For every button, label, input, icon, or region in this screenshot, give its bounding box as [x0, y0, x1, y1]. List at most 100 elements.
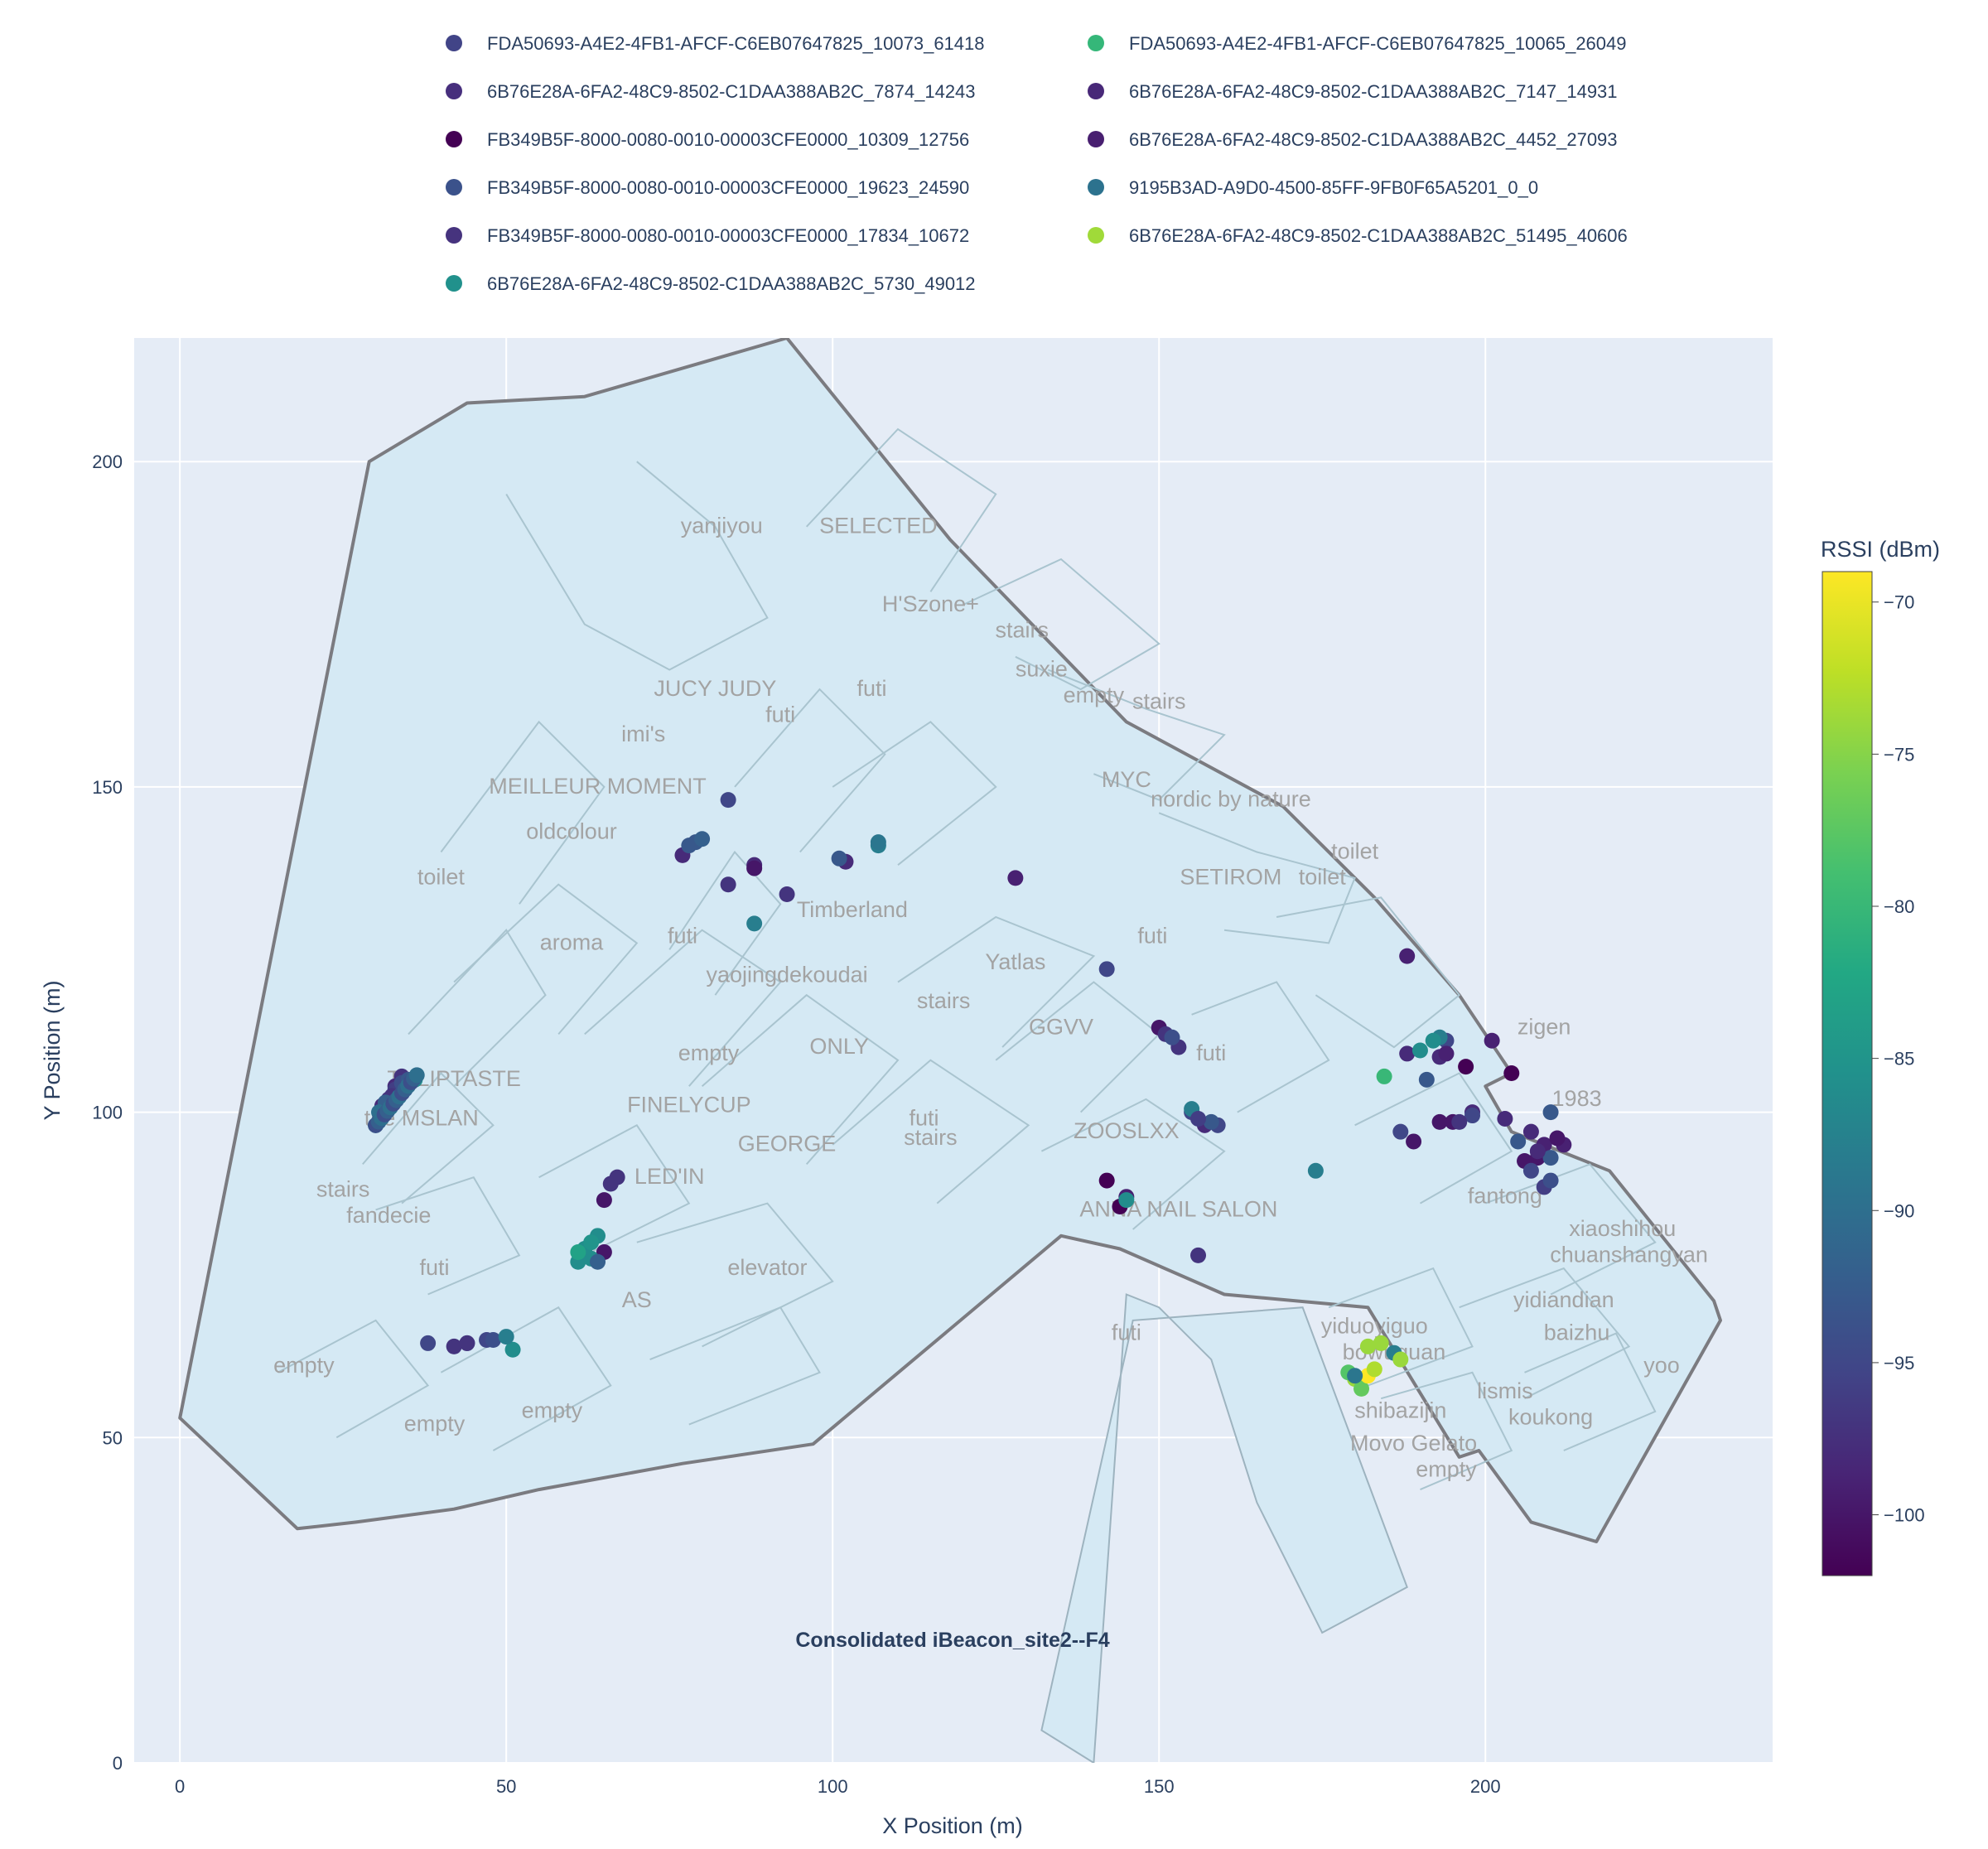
- data-point: [1411, 1042, 1428, 1059]
- colorbar-tick-label: −70: [1884, 592, 1914, 613]
- data-point: [408, 1067, 425, 1084]
- data-point: [420, 1335, 437, 1351]
- floorplan-label: SETIROM: [1180, 865, 1281, 890]
- legend-marker: [1088, 35, 1104, 51]
- data-point: [1451, 1113, 1468, 1130]
- floorplan-label: LED'IN: [635, 1164, 705, 1189]
- data-point: [570, 1243, 586, 1260]
- floorplan-label: imi's: [621, 722, 665, 746]
- data-point: [1359, 1338, 1376, 1354]
- data-point: [1399, 1045, 1416, 1062]
- floorplan-label: koukong: [1508, 1405, 1593, 1430]
- legend-marker: [1088, 179, 1104, 196]
- data-point: [1431, 1113, 1448, 1130]
- data-point: [485, 1331, 501, 1348]
- floorplan-label: aroma: [540, 929, 605, 954]
- data-point: [720, 876, 736, 893]
- data-point: [1425, 1032, 1441, 1049]
- floorplan-label: stairs: [917, 988, 971, 1013]
- floor-plan: [178, 338, 1722, 1763]
- floorplan-label: yanjiyou: [681, 514, 763, 538]
- y-tick-label: 50: [103, 1427, 123, 1448]
- data-point: [1458, 1059, 1474, 1075]
- data-point: [681, 838, 697, 854]
- data-point: [1549, 1130, 1566, 1147]
- floorplan-label: yidiandian: [1513, 1287, 1614, 1312]
- legend-marker: [446, 35, 462, 51]
- data-point: [1438, 1045, 1455, 1062]
- floorplan-label: empty: [1064, 683, 1125, 707]
- floorplan-label: suxie: [1016, 656, 1068, 681]
- y-tick-label: 200: [92, 451, 123, 472]
- data-point: [1503, 1065, 1520, 1081]
- data-point: [1399, 948, 1416, 964]
- floorplan-label: oldcolour: [526, 819, 617, 844]
- floorplan-label: Yatlas: [985, 949, 1045, 974]
- colorbar-gradient: [1822, 571, 1873, 1576]
- legend-label: FB349B5F-8000-0080-0010-00003CFE0000_103…: [487, 129, 969, 150]
- floorplan-label: MEILLEUR MOMENT: [489, 774, 707, 799]
- floorplan-label: toilet: [417, 865, 466, 890]
- floorplan-label: futi: [856, 676, 886, 701]
- data-point: [1376, 1068, 1392, 1084]
- legend-label: FB349B5F-8000-0080-0010-00003CFE0000_178…: [487, 225, 969, 246]
- floorplan-label: FINELYCUP: [627, 1093, 751, 1118]
- floor-outline: [178, 338, 1722, 1543]
- floorplan-label: futi: [668, 923, 697, 948]
- colorbar-tick-label: −90: [1884, 1200, 1914, 1221]
- data-point: [1497, 1110, 1513, 1127]
- floorplan-label: fantong: [1468, 1184, 1542, 1209]
- data-point: [746, 860, 763, 876]
- data-point: [694, 831, 711, 847]
- x-tick-label: 150: [1144, 1776, 1175, 1797]
- floorplan-label: toilet: [1299, 865, 1347, 890]
- floorplan-label: Movo Gelato: [1350, 1431, 1477, 1456]
- floorplan-label: futi: [765, 702, 795, 727]
- data-point: [1190, 1110, 1207, 1127]
- floorplan-label: ANNA NAIL SALON: [1079, 1196, 1277, 1221]
- data-point: [609, 1169, 625, 1185]
- floorplan-label: yoo: [1643, 1353, 1680, 1378]
- legend-label: 6B76E28A-6FA2-48C9-8502-C1DAA388AB2C_514…: [1129, 225, 1628, 246]
- floorplan-label: stairs: [1132, 689, 1186, 714]
- y-tick-label: 0: [113, 1753, 123, 1774]
- x-tick-label: 100: [818, 1776, 848, 1797]
- x-tick-label: 0: [175, 1776, 185, 1797]
- data-point: [1392, 1351, 1409, 1368]
- data-point: [504, 1341, 521, 1358]
- data-point: [1542, 1172, 1559, 1189]
- legend-marker: [446, 83, 462, 99]
- floorplan-label: empty: [678, 1040, 740, 1065]
- floorplan-label: ONLY: [809, 1034, 869, 1059]
- data-point: [1529, 1143, 1546, 1160]
- data-point: [459, 1335, 475, 1351]
- floorplan-label: ZOOSLXX: [1074, 1118, 1180, 1143]
- y-tick-label: 150: [92, 777, 123, 798]
- store-blocks: [277, 427, 1657, 1491]
- legend-label: 6B76E28A-6FA2-48C9-8502-C1DAA388AB2C_714…: [1129, 81, 1618, 102]
- colorbar-tick-label: −100: [1884, 1505, 1925, 1526]
- data-point: [1190, 1247, 1207, 1263]
- floorplan-label: shibazijin: [1354, 1398, 1446, 1423]
- floorplan-label: empty: [404, 1411, 466, 1436]
- data-point: [1464, 1108, 1480, 1124]
- floorplan-label: futi: [1137, 923, 1167, 948]
- floorplan-label: H'Szone+: [882, 591, 979, 616]
- data-point: [1522, 1123, 1539, 1140]
- data-point: [1203, 1113, 1219, 1130]
- floorplan-label: Timberland: [797, 897, 908, 922]
- floorplan-label: nordic by nature: [1151, 786, 1311, 811]
- legend-label: FDA50693-A4E2-4FB1-AFCF-C6EB07647825_100…: [487, 33, 985, 54]
- data-point: [1164, 1029, 1180, 1045]
- data-point: [746, 915, 763, 932]
- floorplan-label: empty: [273, 1353, 335, 1378]
- floorplan-label: xiaoshihou: [1569, 1216, 1676, 1241]
- legend-marker: [1088, 131, 1104, 147]
- data-point: [831, 850, 847, 867]
- floorplan-label: chuanshangyan: [1550, 1242, 1708, 1267]
- legend-marker: [446, 179, 462, 196]
- colorbar-tick-label: −85: [1884, 1049, 1914, 1069]
- floorplan-label: GEORGE: [738, 1132, 837, 1156]
